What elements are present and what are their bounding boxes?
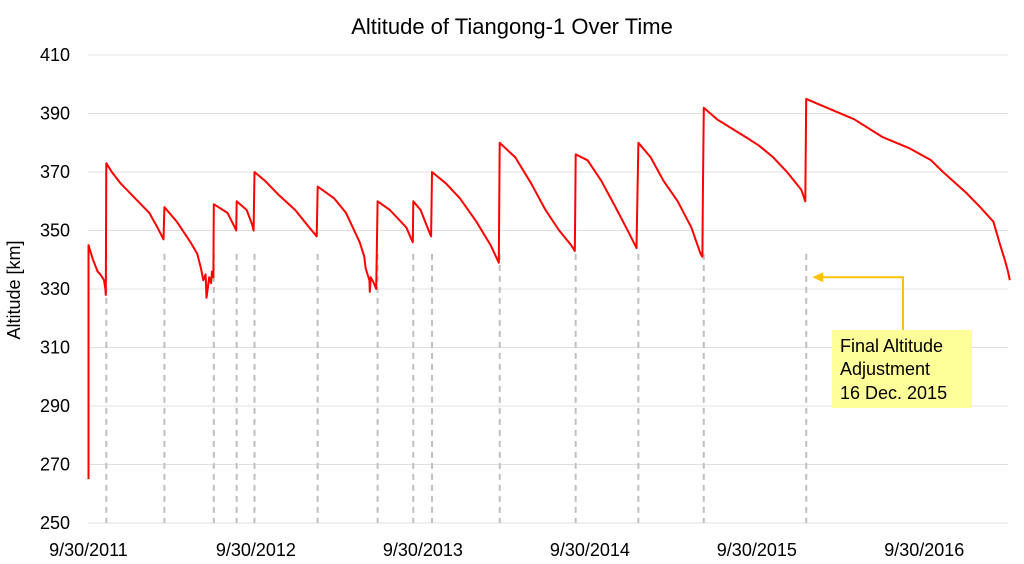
x-tick-label-1: 9/30/2012 [216, 540, 296, 560]
y-tick-label-290: 290 [40, 396, 70, 416]
y-tick-label-330: 330 [40, 279, 70, 299]
x-tick-label-3: 9/30/2014 [550, 540, 630, 560]
y-tick-label-310: 310 [40, 338, 70, 358]
annotation-line-3: 16 Dec. 2015 [840, 383, 947, 403]
y-tick-label-270: 270 [40, 455, 70, 475]
y-tick-label-370: 370 [40, 162, 70, 182]
altitude-series-line [87, 97, 1011, 480]
chart-title: Altitude of Tiangong-1 Over Time [351, 14, 673, 39]
gridlines [88, 54, 1008, 524]
x-tick-label-2: 9/30/2013 [383, 540, 463, 560]
y-tick-label-390: 390 [40, 104, 70, 124]
y-axis-ticks: 250 270 290 310 330 350 370 390 410 [40, 45, 70, 533]
annotation-line-2: Adjustment [840, 359, 930, 379]
annotation-line-1: Final Altitude [840, 336, 943, 356]
y-axis-label: Altitude [km] [4, 240, 24, 339]
y-tick-label-250: 250 [40, 513, 70, 533]
x-tick-label-4: 9/30/2015 [717, 540, 797, 560]
annotation-arrow-head [812, 272, 824, 283]
x-tick-label-5: 9/30/2016 [884, 540, 964, 560]
x-axis-ticks: 9/30/2011 9/30/2012 9/30/2013 9/30/2014 9/30… [49, 540, 964, 560]
annotation: Final Altitude Adjustment 16 Dec. 2015 [812, 272, 972, 408]
x-tick-label-0: 9/30/2011 [49, 540, 128, 560]
y-tick-label-350: 350 [40, 221, 70, 241]
y-tick-label-410: 410 [40, 45, 70, 65]
annotation-box [832, 330, 972, 408]
annotation-arrow-line [822, 276, 904, 330]
adjustment-marker-lines [105, 253, 808, 523]
